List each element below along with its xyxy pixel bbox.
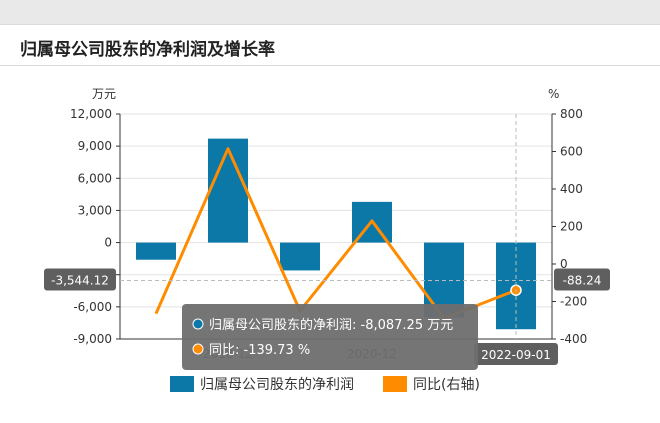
tooltip-bar-marker xyxy=(192,318,204,330)
legend-line-label[interactable]: 同比(右轴) xyxy=(413,377,480,393)
crosshair-left-label: -3,544.12 xyxy=(51,274,109,288)
y-left-tick-label: 0 xyxy=(104,236,112,250)
y-right-tick-label: -200 xyxy=(560,295,587,309)
y-right-tick-label: 200 xyxy=(560,220,583,234)
legend-bar-label[interactable]: 归属母公司股东的净利润 xyxy=(200,376,354,393)
y-right-tick-label: 800 xyxy=(560,107,583,121)
title-divider xyxy=(0,65,660,66)
legend-bar-swatch[interactable] xyxy=(170,376,194,392)
tooltip-bg xyxy=(182,304,478,370)
y-left-tick-label: -6,000 xyxy=(73,300,112,314)
bar[interactable] xyxy=(280,242,320,271)
y-right-unit: % xyxy=(548,87,559,101)
y-left-tick-label: 9,000 xyxy=(78,139,112,153)
tooltip-line-marker xyxy=(192,343,204,355)
y-right-tick-label: 400 xyxy=(560,182,583,196)
crosshair-x-label-bg xyxy=(474,343,558,365)
bar[interactable] xyxy=(136,242,176,260)
y-right-tick-label: 0 xyxy=(560,257,568,271)
y-right-tick-label: -400 xyxy=(560,332,587,346)
y-left-tick-label: 3,000 xyxy=(78,203,112,217)
crosshair-left-label-bg xyxy=(44,268,116,291)
bar[interactable] xyxy=(208,138,248,243)
crosshair-x-label: 2022-09-01 xyxy=(481,348,551,362)
bar-series[interactable] xyxy=(136,138,536,330)
crosshair: -3,544.12 -88.24 2022-09-01 xyxy=(44,114,610,365)
y-left-unit: 万元 xyxy=(92,87,116,101)
crosshair-right-label: -88.24 xyxy=(563,274,602,288)
y-left-tick-label: 12,000 xyxy=(70,107,112,121)
y-left-tick-label: 6,000 xyxy=(78,171,112,185)
y-right-tick-label: 600 xyxy=(560,145,583,159)
tooltip-line-2: 同比: -139.73 % xyxy=(209,343,310,358)
crosshair-right-label-bg xyxy=(554,268,610,291)
tooltip-line-1: 归属母公司股东的净利润: -8,087.25 万元 xyxy=(209,317,453,333)
legend[interactable]: 归属母公司股东的净利润 同比(右轴) xyxy=(170,376,480,393)
chart-title: 归属母公司股东的净利润及增长率 xyxy=(20,40,275,60)
legend-line-swatch[interactable] xyxy=(383,376,407,392)
y-left-tick-label: -9,000 xyxy=(73,332,112,346)
